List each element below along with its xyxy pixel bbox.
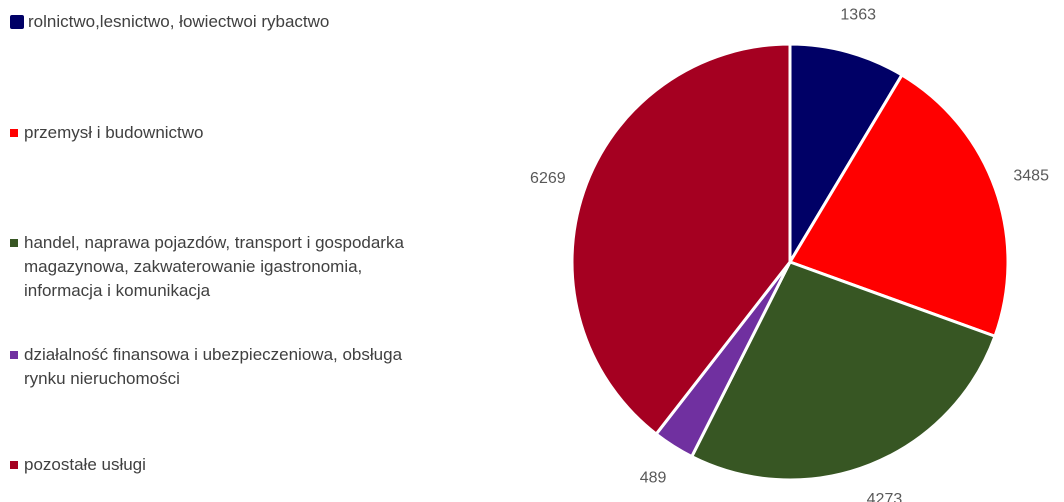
- legend-swatch: [10, 239, 18, 247]
- legend-swatch: [10, 15, 24, 29]
- legend-entry: pozostałe usługi: [10, 453, 440, 477]
- data-label: 3485: [1013, 167, 1049, 184]
- legend-label: przemysł i budownictwo: [24, 123, 204, 142]
- pie-slice: [787, 72, 1010, 339]
- legend-swatch: [10, 461, 18, 469]
- legend-entry: działalność finansowa i ubezpieczeniowa,…: [10, 343, 440, 391]
- pie-slice: [570, 42, 792, 437]
- data-label: 6269: [530, 170, 566, 187]
- legend-label: rolnictwo,lesnictwo, łowiectwoi rybactwo: [28, 12, 330, 31]
- legend-label: pozostałe usługi: [24, 455, 146, 474]
- legend-entry: rolnictwo,lesnictwo, łowiectwoi rybactwo: [10, 10, 440, 34]
- legend-label: handel, naprawa pojazdów, transport i go…: [24, 233, 404, 300]
- legend-entry: przemysł i budownictwo: [10, 121, 440, 145]
- data-label: 1363: [840, 6, 876, 23]
- legend-label: działalność finansowa i ubezpieczeniowa,…: [24, 345, 403, 388]
- legend-swatch: [10, 129, 18, 137]
- pie-slice: [788, 42, 905, 268]
- data-label: 4273: [867, 491, 903, 502]
- legend-entry: handel, naprawa pojazdów, transport i go…: [10, 231, 440, 303]
- pie-slice: [689, 260, 997, 482]
- data-label: 489: [640, 470, 667, 487]
- legend-swatch: [10, 351, 18, 359]
